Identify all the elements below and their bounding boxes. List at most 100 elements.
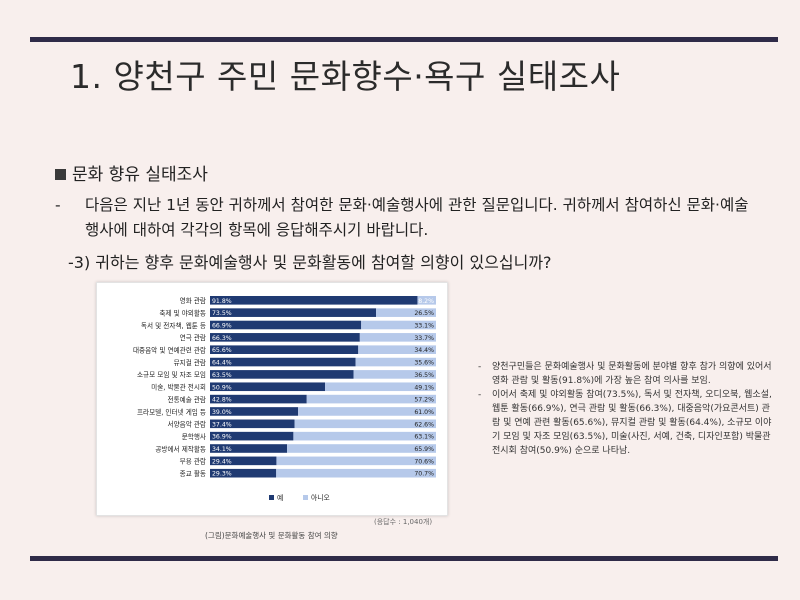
- category-label: 소규모 모임 및 자조 모임: [137, 370, 206, 379]
- chart-container: 영화 관람 91.8% 8.2% 축제 및 야외활동 73.5% 26.5% 독서 및 전자…: [96, 282, 448, 516]
- category-label: 축제 및 야외활동: [159, 308, 206, 317]
- category-label: 프라모델, 인터넷 게임 등: [137, 407, 206, 416]
- data-label-yes: 29.3%: [212, 471, 232, 478]
- data-label-no: 33.1%: [414, 323, 434, 330]
- bar-yes: [210, 370, 354, 379]
- data-label-no: 70.6%: [414, 458, 434, 465]
- data-label-yes: 50.9%: [212, 384, 232, 391]
- category-label: 대중음악 및 연예관련 관람: [133, 346, 206, 355]
- data-label-no: 49.1%: [414, 384, 434, 391]
- respondent-count: (응답수 : 1,040개): [374, 518, 433, 526]
- data-label-no: 62.6%: [414, 421, 434, 428]
- data-label-yes: 63.5%: [212, 372, 232, 379]
- data-label-yes: 73.5%: [212, 310, 232, 317]
- note-item: - 이어서 축제 및 야외활동 참여(73.5%), 독서 및 전자책, 오디오…: [478, 388, 778, 458]
- bottom-divider: [30, 556, 778, 561]
- figure-caption: (그림)문화예술행사 및 문화활동 참여 의향: [205, 531, 338, 540]
- data-label-no: 36.5%: [414, 372, 434, 379]
- data-label-no: 70.7%: [414, 471, 434, 478]
- category-label: 연극 관람: [180, 333, 206, 342]
- bar-yes: [210, 431, 294, 441]
- bar-yes: [210, 456, 277, 466]
- bar-no: [276, 468, 436, 478]
- data-label-yes: 36.9%: [212, 434, 232, 441]
- bar-no: [376, 308, 436, 317]
- bar-no: [361, 320, 436, 330]
- bar-no: [359, 333, 436, 342]
- survey-question: -3) 귀하는 향후 문화예술행사 및 문화활동에 참여할 의향이 있으십니까?: [68, 253, 552, 272]
- category-label: 영화 관람: [180, 296, 206, 305]
- bar-yes: [210, 394, 307, 404]
- paragraph-bullet: -: [55, 196, 61, 214]
- category-label: 전통예술 관람: [168, 395, 207, 404]
- data-label-no: 34.4%: [414, 347, 434, 354]
- bar-no: [417, 296, 436, 305]
- data-label-no: 35.6%: [414, 360, 434, 367]
- legend-label-yes: 예: [277, 493, 283, 502]
- bar-yes: [210, 382, 326, 392]
- bar-no: [355, 357, 436, 367]
- bar-no: [298, 407, 436, 416]
- bar-no: [306, 394, 436, 404]
- legend-label-no: 아니오: [311, 493, 330, 502]
- category-label: 뮤지컬 관람: [174, 358, 206, 367]
- bar-no: [276, 456, 436, 466]
- category-label: 미술, 박물관 전시회: [151, 383, 206, 392]
- bar-no: [358, 345, 436, 354]
- note-bullet: -: [478, 390, 482, 400]
- stacked-bar-chart: 영화 관람 91.8% 8.2% 축제 및 야외활동 73.5% 26.5% 독서 및 전자…: [133, 296, 436, 502]
- bar-yes: [210, 419, 295, 429]
- notes-list: - 양천구민들은 문화예술행사 및 문화활동에 분야별 향후 참가 의향에 있어…: [478, 360, 778, 458]
- bar-yes: [210, 320, 362, 330]
- category-label: 독서 및 전자책, 웹툰 등: [141, 321, 206, 330]
- section-heading-text: 문화 향유 실태조사: [72, 165, 208, 185]
- category-label: 서양음악 관람: [168, 420, 207, 429]
- legend-swatch-yes: [269, 495, 274, 500]
- bar-yes: [210, 468, 277, 478]
- data-label-yes: 66.9%: [212, 323, 232, 330]
- paragraph-text: 다음은 지난 1년 동안 귀하께서 참여한 문화·예술행사에 관한 질문입니다.…: [85, 196, 749, 239]
- data-label-yes: 91.8%: [212, 298, 232, 305]
- note-text: 이어서 축제 및 야외활동 참여(73.5%), 독서 및 전자책, 오디오북,…: [492, 390, 772, 456]
- data-label-no: 61.0%: [414, 409, 434, 416]
- category-label: 무용 관람: [180, 457, 206, 466]
- bar-yes: [210, 308, 377, 317]
- data-label-no: 8.2%: [418, 298, 434, 305]
- note-bullet: -: [478, 362, 482, 372]
- category-label: 문학행사: [182, 432, 206, 441]
- bar-no: [287, 444, 436, 453]
- bar-yes: [210, 333, 360, 342]
- data-label-yes: 42.8%: [212, 397, 232, 404]
- bar-no: [353, 370, 436, 379]
- square-bullet-icon: [55, 169, 66, 180]
- section-heading: 문화 향유 실태조사: [55, 160, 208, 185]
- bar-yes: [210, 357, 356, 367]
- bar-yes: [210, 444, 288, 453]
- data-label-yes: 39.0%: [212, 409, 232, 416]
- category-label: 공방에서 제작활동: [155, 444, 206, 453]
- bar-no: [325, 382, 436, 392]
- data-label-no: 63.1%: [414, 434, 434, 441]
- bar-no: [293, 431, 436, 441]
- legend-swatch-no: [303, 495, 308, 500]
- category-label: 종교 활동: [180, 469, 206, 478]
- data-label-yes: 29.4%: [212, 458, 232, 465]
- data-label-no: 33.7%: [414, 335, 434, 342]
- intro-paragraph: - 다음은 지난 1년 동안 귀하께서 참여한 문화·예술행사에 관한 질문입니…: [55, 193, 755, 243]
- data-label-yes: 37.4%: [212, 421, 232, 428]
- data-label-no: 65.9%: [414, 446, 434, 453]
- data-label-no: 26.5%: [414, 310, 434, 317]
- data-label-yes: 64.4%: [212, 360, 232, 367]
- data-label-yes: 34.1%: [212, 446, 232, 453]
- bar-yes: [210, 345, 359, 354]
- note-text: 양천구민들은 문화예술행사 및 문화활동에 분야별 향후 참가 의향에 있어서 …: [492, 362, 772, 386]
- data-label-yes: 66.3%: [212, 335, 232, 342]
- note-item: - 양천구민들은 문화예술행사 및 문화활동에 분야별 향후 참가 의향에 있어…: [478, 360, 778, 388]
- bar-yes: [210, 296, 418, 305]
- top-divider: [30, 37, 778, 42]
- page-title: 1. 양천구 주민 문화향수·욕구 실태조사: [70, 57, 621, 96]
- data-label-no: 57.2%: [414, 397, 434, 404]
- bar-no: [294, 419, 436, 429]
- data-label-yes: 65.6%: [212, 347, 232, 354]
- bar-yes: [210, 407, 299, 416]
